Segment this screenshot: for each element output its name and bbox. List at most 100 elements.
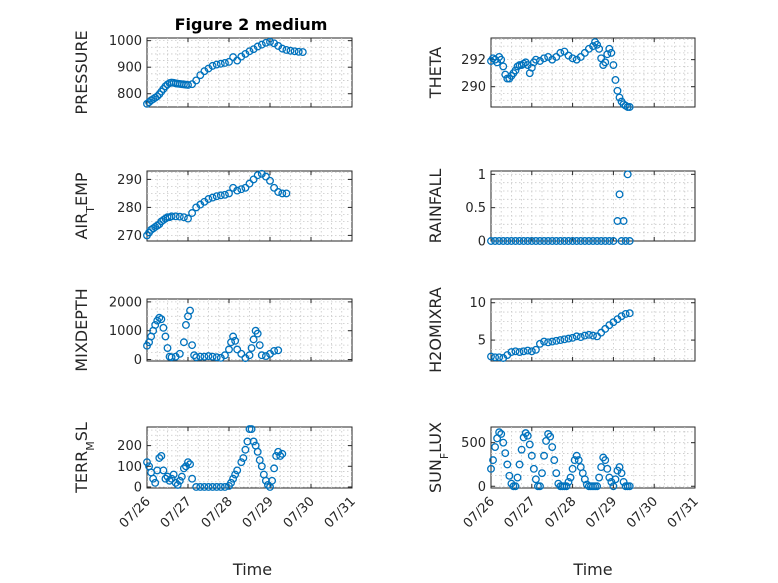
data-point (151, 478, 160, 487)
data-point (607, 48, 616, 57)
data-point (255, 341, 264, 350)
y-tick-label: 0 (478, 480, 486, 495)
data-point (276, 451, 285, 460)
data-point (623, 170, 632, 179)
data-point (617, 312, 626, 321)
y-tick-label: 500 (461, 436, 486, 451)
y-tick-label: 1000 (109, 324, 142, 339)
data-point (605, 44, 614, 53)
data-point (597, 54, 606, 63)
data-point (245, 179, 254, 188)
data-point (580, 48, 589, 57)
data-point (515, 237, 524, 245)
data-point (536, 237, 544, 245)
plot-area (490, 170, 696, 242)
data-point (495, 353, 504, 362)
data-point (562, 482, 571, 491)
data-point (171, 212, 180, 221)
data-point (233, 466, 242, 475)
data-point (615, 93, 624, 102)
data-point (151, 321, 160, 329)
data-point (601, 58, 610, 67)
data-point (544, 237, 553, 245)
data-point (257, 40, 266, 49)
data-point (542, 436, 551, 445)
data-point (529, 464, 538, 473)
data-point (225, 57, 233, 66)
data-point (617, 237, 626, 245)
data-point (580, 475, 589, 484)
y-tick-label: 5 (478, 334, 486, 349)
data-point (155, 313, 164, 322)
data-point (163, 344, 172, 352)
data-point (249, 437, 258, 446)
y-tick-label: 0 (134, 480, 142, 495)
data-point (184, 214, 192, 223)
data-point (294, 47, 303, 56)
data-point (560, 335, 569, 344)
data-point (519, 347, 528, 356)
y-tick-label: 270 (117, 229, 142, 244)
data-point (574, 456, 583, 465)
data-point (523, 237, 532, 245)
y-axis-label: THETA (426, 47, 445, 99)
data-point (261, 172, 270, 181)
panel-h2omixra: 5 10 H2OMIXRA (426, 287, 696, 373)
data-point (552, 52, 561, 61)
data-point (621, 309, 630, 318)
data-point (515, 460, 524, 469)
data-point (179, 464, 188, 473)
data-point (497, 430, 506, 438)
data-point (261, 352, 270, 361)
data-point (499, 237, 508, 245)
y-tick-label: 0.5 (465, 201, 486, 216)
data-point (615, 190, 624, 199)
data-point (186, 306, 194, 315)
data-point (241, 183, 250, 192)
data-point (227, 478, 235, 487)
data-point (229, 474, 238, 483)
data-point (212, 192, 221, 201)
data-point (519, 237, 528, 245)
data-point (609, 61, 618, 70)
data-point (216, 191, 225, 200)
data-point (568, 54, 577, 63)
y-axis-label: RAINFALL (426, 169, 445, 244)
data-point (179, 213, 188, 222)
data-point (216, 59, 225, 68)
data-point (531, 345, 540, 354)
data-point (212, 60, 221, 69)
data-point (167, 353, 176, 362)
data-point (609, 237, 618, 245)
data-point (278, 189, 287, 198)
data-point (495, 237, 504, 245)
data-point (593, 40, 602, 49)
data-point (576, 333, 585, 342)
data-point (192, 76, 201, 85)
data-point (507, 237, 516, 245)
panel-mixdepth: 0 1000 2000 MIXDEPTH (72, 288, 353, 372)
data-point (489, 456, 497, 465)
data-point (511, 482, 520, 491)
data-point (175, 476, 184, 485)
data-point (495, 428, 504, 437)
data-point (517, 445, 526, 454)
data-point (249, 175, 258, 184)
data-point (497, 55, 506, 64)
data-point (601, 456, 610, 465)
x-axis-label: Time (572, 560, 612, 579)
data-point (282, 45, 291, 54)
data-point (204, 195, 213, 203)
panel-pressure: 800 900 1000 PRESSURE (72, 30, 353, 115)
data-point (266, 176, 274, 185)
data-point (625, 237, 634, 245)
data-point (491, 443, 500, 451)
data-point (538, 469, 546, 478)
data-point (531, 475, 540, 484)
data-point (220, 351, 229, 360)
data-point (593, 482, 602, 491)
data-point (212, 353, 221, 362)
data-point (225, 189, 233, 198)
data-point (536, 339, 544, 348)
figure-title: Figure 2 medium (175, 15, 328, 34)
